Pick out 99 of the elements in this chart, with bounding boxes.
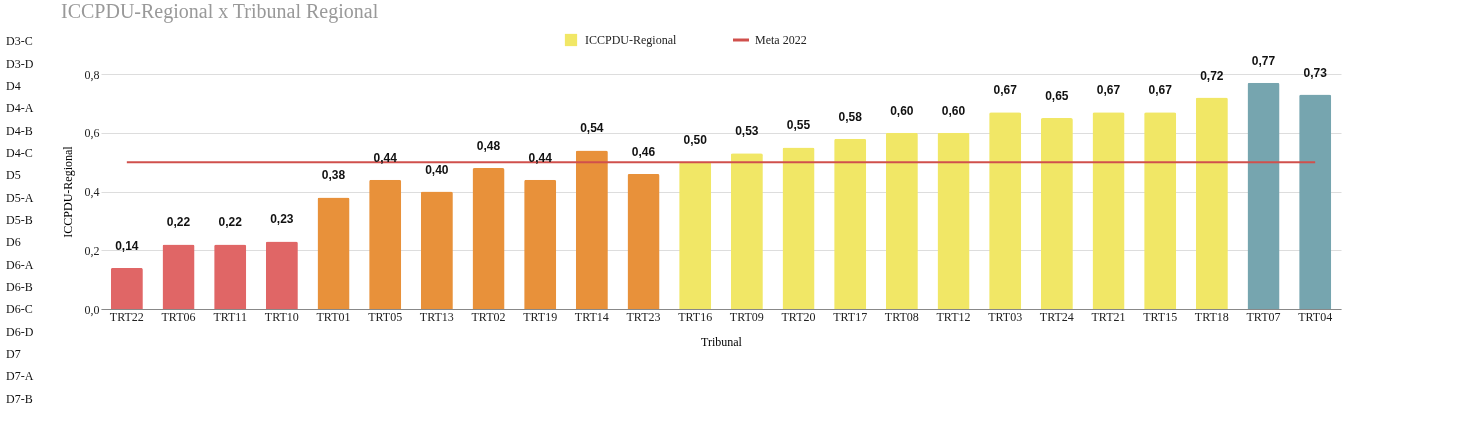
text: D3-D <box>6 56 34 71</box>
bar <box>1247 82 1280 309</box>
data-label: 0,67 <box>993 83 1018 98</box>
data-label: 0,67 <box>1096 83 1121 98</box>
x-tick-label: TRT04 <box>1298 309 1333 324</box>
x-tick-label: TRT12 <box>936 309 971 324</box>
bar <box>1299 94 1332 309</box>
text: D5-B <box>6 213 33 227</box>
data-label: 0,72 <box>1200 68 1224 83</box>
text: D4-C <box>6 145 33 160</box>
x-tick-label: TRT17 <box>833 309 868 324</box>
data-label: 0,44 <box>528 150 553 165</box>
legend-label: Meta 2022 <box>755 33 807 47</box>
data-label: 0,46 <box>631 144 656 159</box>
y-tick-label: 0,6 <box>84 126 100 141</box>
text: D4-A <box>6 101 34 116</box>
text: D5 <box>6 168 21 183</box>
text: D7 <box>6 347 21 362</box>
data-label: 0,48 <box>476 139 501 153</box>
data-label: 0,77 <box>1251 53 1276 68</box>
x-tick-label: TRT03 <box>988 309 1023 324</box>
bar <box>937 132 970 309</box>
text: D5-A <box>6 190 34 205</box>
text: D6 <box>6 235 21 250</box>
bar <box>369 179 402 309</box>
x-axis-title: Tribunal <box>701 334 743 349</box>
x-tick-label: TRT01 <box>316 309 351 324</box>
bar <box>1144 112 1177 309</box>
text: D6-C <box>6 302 33 317</box>
data-label: 0,22 <box>166 215 191 230</box>
x-tick-label: TRT07 <box>1246 309 1281 324</box>
x-tick-label: TRT02 <box>471 309 506 324</box>
bar <box>110 267 143 309</box>
x-tick-label: TRT14 <box>574 309 609 324</box>
data-label: 0,38 <box>321 168 346 183</box>
bar <box>885 132 918 309</box>
x-tick-label: TRT21 <box>1091 309 1126 324</box>
data-label: 0,14 <box>115 238 139 253</box>
data-label: 0,67 <box>1148 83 1173 98</box>
x-tick-label: TRT20 <box>781 309 816 324</box>
bar <box>782 147 815 309</box>
text: D7-B <box>6 391 33 406</box>
legend-label: ICCPDU-Regional <box>585 33 677 47</box>
x-tick-label: TRT11 <box>213 309 247 324</box>
data-label: 0,60 <box>890 103 914 118</box>
data-label: 0,22 <box>218 215 243 230</box>
data-label: 0,44 <box>373 150 398 165</box>
data-label: 0,54 <box>580 121 604 136</box>
bar <box>317 197 350 309</box>
data-label: 0,53 <box>735 124 759 139</box>
y-tick-label: 0,8 <box>84 67 100 82</box>
data-label: 0,40 <box>425 162 449 177</box>
y-tick-label: 0,2 <box>84 243 100 258</box>
bar <box>1195 97 1228 309</box>
data-label: 0,55 <box>786 118 811 133</box>
x-tick-label: TRT13 <box>419 309 454 324</box>
y-axis-title: ICCPDU-Regional <box>60 145 75 238</box>
text: D4 <box>6 78 21 93</box>
data-label: 0,58 <box>838 109 863 124</box>
x-tick-label: TRT24 <box>1039 309 1074 324</box>
bar <box>1092 112 1125 309</box>
x-tick-label: TRT23 <box>626 309 661 324</box>
data-label: 0,60 <box>941 103 966 118</box>
bar <box>162 244 195 309</box>
bar <box>524 179 557 309</box>
x-tick-label: TRT16 <box>678 309 713 324</box>
text: D6-B <box>6 280 33 295</box>
x-tick-label: TRT08 <box>884 309 919 324</box>
bar <box>834 138 867 309</box>
x-tick-label: TRT06 <box>161 309 196 324</box>
text: D6-D <box>6 324 34 339</box>
bar <box>472 168 505 309</box>
x-tick-label: TRT05 <box>368 309 403 324</box>
x-tick-label: TRT22 <box>109 309 144 324</box>
x-tick-label: TRT18 <box>1194 309 1229 324</box>
x-tick-label: TRT09 <box>729 309 764 324</box>
text: D3-C <box>6 34 33 49</box>
x-tick-label: TRT10 <box>264 309 299 324</box>
data-label: 0,65 <box>1045 89 1069 104</box>
bar <box>420 191 453 309</box>
chart-title: ICCPDU-Regional x Tribunal Regional <box>61 0 379 23</box>
bar <box>265 241 298 309</box>
y-tick-label: 0,0 <box>84 302 100 317</box>
data-label: 0,73 <box>1303 65 1328 80</box>
y-tick-label: 0,4 <box>84 185 100 199</box>
text: D4-B <box>6 123 33 138</box>
data-label: 0,23 <box>270 212 294 227</box>
bar <box>627 173 660 309</box>
x-tick-label: TRT15 <box>1143 309 1178 324</box>
x-tick-label: TRT19 <box>523 309 558 324</box>
bar <box>730 153 763 309</box>
text: D6-A <box>6 257 34 272</box>
bar <box>989 112 1022 309</box>
bar <box>575 150 608 309</box>
bar <box>214 244 247 309</box>
data-label: 0,50 <box>683 133 708 148</box>
text: D7-A <box>6 369 34 384</box>
bar <box>679 162 712 309</box>
bar <box>1040 118 1073 309</box>
